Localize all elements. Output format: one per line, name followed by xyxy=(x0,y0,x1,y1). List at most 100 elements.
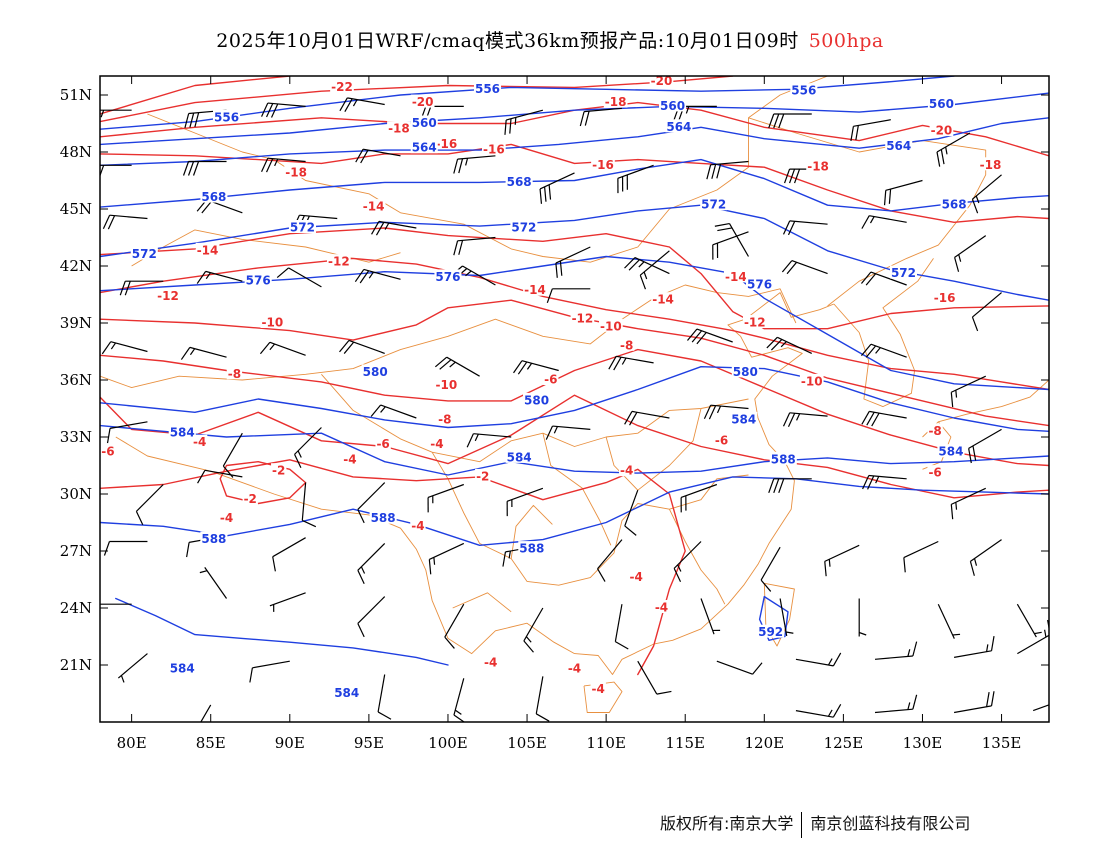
wind-barb xyxy=(795,703,842,718)
wind-barb-staff xyxy=(267,102,306,107)
wind-barb-staff xyxy=(673,541,702,569)
wind-barb-feather xyxy=(687,328,698,341)
wind-barb-half-feather xyxy=(269,343,276,351)
temperature-contour-label: -18 xyxy=(807,160,829,174)
lat-tick-label: 24N xyxy=(60,599,92,617)
height-contour-label: 580 xyxy=(733,365,758,379)
wind-barb-feather xyxy=(711,164,717,179)
wind-barb-staff xyxy=(252,660,290,669)
wind-barb xyxy=(276,267,322,288)
wind-barb xyxy=(862,474,907,490)
wind-barb xyxy=(453,236,496,256)
lon-tick-label: 95E xyxy=(354,734,384,752)
wind-barb-feather xyxy=(360,149,369,164)
wind-barb-staff xyxy=(222,432,243,467)
height-label-bg xyxy=(885,138,913,152)
wind-barb xyxy=(714,223,750,257)
lat-tick-label: 45N xyxy=(60,200,92,218)
temperature-contour-label: -8 xyxy=(620,338,633,352)
wind-barb-feather xyxy=(782,220,791,235)
height-contour-label: 588 xyxy=(201,532,226,546)
wind-barb-feather xyxy=(714,223,730,227)
wind-barb-staff xyxy=(299,214,338,220)
wind-barb-half-feather xyxy=(95,604,98,611)
wind-barb-feather xyxy=(453,714,466,722)
wind-barb xyxy=(1017,619,1049,655)
wind-barb-half-feather xyxy=(780,341,787,348)
wind-barb-staff xyxy=(624,489,639,527)
temperature-label-bg xyxy=(475,468,491,482)
wind-barb-half-feather xyxy=(199,570,208,574)
lat-tick-label: 39N xyxy=(60,314,92,332)
wind-barb xyxy=(428,542,465,575)
wind-barb xyxy=(716,660,763,675)
wind-barb-staff xyxy=(348,339,385,354)
wind-barb-half-feather xyxy=(677,564,682,572)
wind-barb-staff xyxy=(951,487,986,505)
height-contour-label: 560 xyxy=(412,116,437,130)
temperature-label-bg xyxy=(429,436,445,450)
height-label-bg xyxy=(659,98,687,112)
wind-barb-staff xyxy=(109,214,148,220)
wind-barb xyxy=(968,428,1002,464)
wind-barb-half-feather xyxy=(110,342,117,350)
wind-barb-half-feather xyxy=(975,195,980,204)
wind-barb xyxy=(504,109,544,135)
wind-barb-feather xyxy=(259,341,271,355)
wind-barb xyxy=(760,546,781,592)
wind-barb-staff xyxy=(357,596,386,624)
wind-barb-feather xyxy=(624,411,633,425)
wind-barb-feather xyxy=(548,184,552,200)
wind-barb xyxy=(272,537,306,572)
wind-barb-feather xyxy=(513,360,523,374)
temperature-label-bg xyxy=(649,73,674,87)
height-contour-label: 584 xyxy=(731,412,756,426)
wind-barb-staff xyxy=(824,544,860,562)
wind-barb-feather xyxy=(434,356,448,368)
wind-barb xyxy=(1032,704,1049,712)
wind-barb-half-feather xyxy=(907,702,911,710)
pressure-level: 500hpa xyxy=(808,30,884,52)
wind-barb-feather xyxy=(135,511,144,526)
wind-barb-half-feather xyxy=(858,631,867,636)
temperature-contour-label: -14 xyxy=(363,200,385,214)
wind-barb-staff xyxy=(777,336,813,354)
wind-barb-feather xyxy=(261,157,269,172)
wind-barb-feather xyxy=(182,161,190,176)
temperature-label-bg xyxy=(330,79,354,93)
wind-barb-feather xyxy=(673,568,682,583)
wind-barb-feather xyxy=(883,190,887,206)
wind-barb-half-feather xyxy=(827,658,833,666)
wind-barb-feather xyxy=(94,165,99,179)
temperature-label-bg xyxy=(410,518,426,532)
temperature-label-bg xyxy=(410,94,435,108)
temperature-label-bg xyxy=(156,288,180,302)
wind-barb-feather xyxy=(597,568,606,582)
wind-barb-staff xyxy=(716,660,753,675)
wind-barb-staff xyxy=(473,433,512,438)
wind-barb-feather xyxy=(186,542,190,558)
wind-barb xyxy=(874,694,918,714)
temperature-label-bg xyxy=(603,94,628,108)
height-contour-label: 568 xyxy=(201,190,226,204)
wind-barb xyxy=(673,541,702,583)
wind-barb-staff xyxy=(288,267,322,288)
temperature-contour-label: -18 xyxy=(285,165,307,179)
temperature-contour-label: -8 xyxy=(438,412,451,426)
wind-barb-half-feather xyxy=(454,709,462,715)
wind-barb-feather xyxy=(789,168,796,184)
boundary-line xyxy=(115,436,575,655)
height-label-bg xyxy=(333,685,361,699)
wind-barb-feather xyxy=(458,158,464,174)
lon-tick-label: 130E xyxy=(903,734,943,752)
wind-barb-feather xyxy=(539,188,543,204)
temperature-label-bg xyxy=(653,600,670,613)
wind-barb-feather xyxy=(359,270,370,284)
wind-barb-staff xyxy=(378,220,417,229)
wind-barb-feather xyxy=(187,161,195,176)
height-contour-layer xyxy=(100,76,1049,666)
height-contour-label: 580 xyxy=(363,365,388,379)
wind-barb xyxy=(261,157,306,173)
wind-barb xyxy=(703,404,749,420)
wind-barb-feather xyxy=(824,561,827,577)
